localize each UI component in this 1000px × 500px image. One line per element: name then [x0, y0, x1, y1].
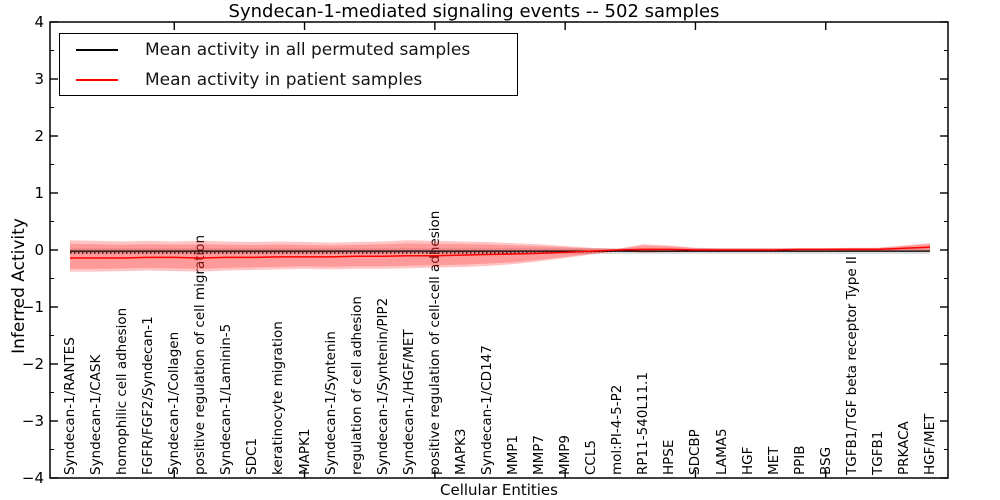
x-tick-label: positive regulation of cell migration [192, 234, 209, 475]
legend-label: Mean activity in patient samples [145, 69, 423, 90]
x-tick-label: Syndecan-1/RANTES [62, 337, 78, 475]
x-tick-label: RP11-540L11.1 [635, 372, 652, 475]
x-tick-label: PPIB [791, 445, 808, 475]
y-tick-label: 2 [34, 127, 44, 145]
x-tick-label: BSG [817, 446, 834, 475]
x-tick-label: LAMA5 [713, 428, 730, 475]
x-tick-label: Syndecan-1/HGF/MET [400, 329, 417, 475]
x-tick-label: MMP1 [505, 434, 522, 475]
x-tick-label: keratinocyte migration [270, 321, 287, 475]
y-tick-label: −4 [21, 469, 44, 487]
y-tick-label: 3 [34, 70, 44, 88]
y-tick-label: 4 [34, 13, 44, 31]
y-tick-label: 1 [34, 184, 44, 202]
x-tick-label: MET [765, 446, 782, 475]
legend-label: Mean activity in all permuted samples [145, 39, 471, 60]
x-tick-label: Syndecan-1/CASK [88, 354, 105, 475]
x-tick-label: Syndecan-1/Laminin-5 [218, 323, 235, 475]
legend-entry-patient: Mean activity in patient samples [60, 67, 517, 93]
x-axis-label: Cellular Entities [440, 481, 558, 499]
x-tick-label: TGFB1/TGF beta receptor Type II [843, 256, 860, 475]
x-tick-label: MAPK3 [452, 428, 469, 475]
x-tick-label: HGF/MET [922, 413, 938, 475]
y-tick-label: 0 [34, 241, 44, 259]
x-tick-label: Syndecan-1/Syntenin/PIP2 [374, 297, 391, 475]
x-tick-label: SDC1 [244, 438, 261, 475]
x-tick-label: positive regulation of cell-cell adhesio… [426, 210, 443, 475]
permuted-line-swatch [76, 48, 118, 51]
x-tick-label: regulation of cell adhesion [348, 296, 365, 475]
x-tick-label: MAPK1 [296, 428, 313, 475]
x-tick-label: Syndecan-1/Syntenin [322, 331, 339, 475]
x-tick-label: homophilic cell adhesion [114, 307, 131, 475]
legend-entry-permuted: Mean activity in all permuted samples [60, 37, 517, 63]
x-tick-label: TGFB1 [869, 430, 886, 475]
x-tick-label: MMP9 [557, 434, 574, 475]
x-tick-label: FGFR/FGF2/Syndecan-1 [140, 316, 157, 475]
x-tick-label: HPSE [661, 439, 678, 475]
chart-title: Syndecan-1-mediated signaling events -- … [228, 1, 720, 22]
x-tick-label: HGF [739, 446, 756, 475]
x-tick-label: PRKACA [895, 421, 912, 475]
legend: Mean activity in all permuted samples Me… [59, 33, 518, 96]
y-tick-label: −3 [21, 412, 44, 430]
x-tick-label: mol:PI-4-5-P2 [609, 384, 626, 475]
patient-line-swatch [76, 78, 118, 81]
y-tick-label: −2 [21, 355, 44, 373]
x-tick-label: Syndecan-1/CD147 [478, 345, 495, 475]
x-tick-label: CCL5 [583, 440, 600, 475]
y-tick-label: −1 [21, 298, 44, 316]
x-tick-label: MMP7 [531, 434, 548, 475]
x-tick-label: Syndecan-1/Collagen [166, 331, 183, 475]
x-tick-label: SDCBP [687, 429, 704, 475]
